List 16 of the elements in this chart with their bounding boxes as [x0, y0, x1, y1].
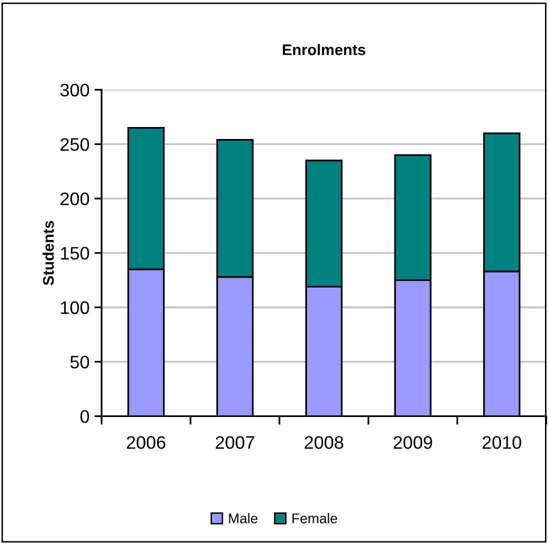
y-tick-label: 50: [70, 356, 90, 368]
x-tick-label: 2006: [126, 436, 166, 449]
y-tick-label: 150: [61, 246, 90, 260]
y-tick-label: 300: [60, 84, 90, 96]
y-tick-label: 200: [60, 192, 90, 206]
x-tick-label: 2008: [304, 436, 344, 449]
y-tick-label: 250: [60, 138, 90, 151]
x-tick-label: 2009: [394, 436, 432, 449]
legend-label: Male: [229, 513, 258, 524]
chart-title: Enrolments: [282, 44, 366, 56]
y-axis-title: Students: [42, 220, 54, 286]
legend-label: Female: [292, 513, 338, 524]
x-tick-label: 2010: [482, 436, 522, 449]
x-tick-label: 2007: [216, 436, 254, 449]
y-tick-label: 0: [80, 410, 90, 423]
y-tick-label: 100: [61, 301, 90, 314]
